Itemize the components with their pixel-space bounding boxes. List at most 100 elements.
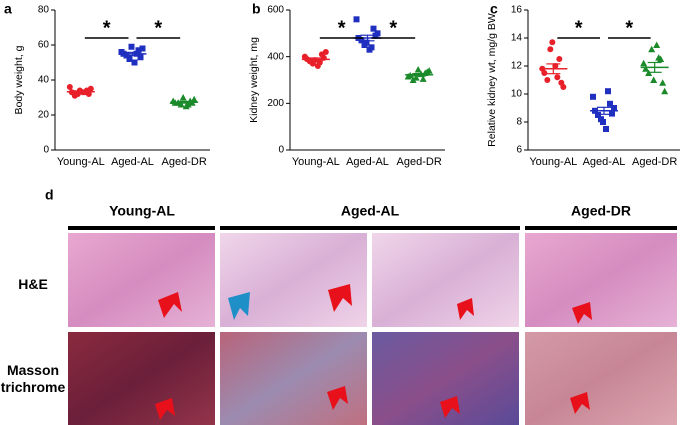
y-tick-label: 80 [38,5,50,16]
point [556,56,563,62]
point [368,44,375,51]
point [650,76,658,83]
y-tick-label: 6 [516,145,522,156]
point [640,59,648,67]
y-tick-label: 400 [267,51,284,62]
series [640,41,669,95]
y-axis-label: Kidney weight, mg [248,37,260,123]
micrograph [525,233,677,327]
point [66,84,73,90]
point [607,100,613,107]
point [137,54,144,61]
column-header: Young-AL [109,203,175,219]
histology [68,226,677,425]
x-tick-label: Aged-DR [632,156,677,168]
point [547,46,554,53]
y-tick-label: 8 [516,117,522,128]
series [301,49,330,69]
y-tick-label: 60 [38,40,50,51]
y-tick-label: 16 [511,5,523,16]
point [353,16,360,23]
arrow [228,292,250,320]
point [603,126,609,132]
series [590,88,618,132]
point [554,74,561,81]
x-tick-label: Aged-AL [583,156,626,168]
point [419,75,427,82]
point [655,54,663,61]
y-tick-label: 200 [267,98,284,109]
significance-label: * [625,17,633,39]
y-tick-label: 40 [38,75,50,86]
point [363,39,370,46]
point [661,87,669,95]
significance-label: * [338,17,346,39]
x-tick-label: Young-AL [529,156,577,168]
row-label: H&E [18,276,48,292]
significance-label: * [575,17,583,39]
header-bar [220,226,520,230]
point [642,65,650,72]
panel-label: b [252,1,261,17]
series [169,94,199,110]
micrograph [525,332,677,425]
column-header: Aged-AL [341,203,400,219]
y-tick-label: 20 [38,110,50,121]
point [87,85,94,92]
y-axis-label: Relative kidney wt, mg/g BW [486,13,498,147]
header-bar [68,226,215,230]
point [659,79,667,86]
point [131,59,138,66]
micrograph [372,233,519,327]
micrograph [220,332,367,425]
point [322,49,329,55]
x-tick-label: Aged-DR [162,156,207,168]
point [301,53,308,60]
y-tick-label: 12 [511,61,523,72]
point [71,92,78,99]
point [653,41,661,48]
y-tick-label: 0 [278,145,284,156]
series [118,43,147,66]
point [414,66,422,73]
point [118,49,125,55]
arrows [155,284,592,420]
series [539,39,568,90]
series [66,84,95,99]
point [549,39,556,46]
point [409,76,417,83]
significance-label: * [103,17,111,39]
column-header: Aged-DR [571,203,631,219]
panel-label: a [4,1,12,17]
x-tick-label: Young-AL [292,156,340,168]
micrograph [68,332,215,425]
point [544,77,551,83]
point [372,32,379,39]
x-tick-label: Aged-AL [346,156,389,168]
micrograph [220,233,367,327]
significance-label: * [389,17,397,39]
point [370,25,377,32]
x-tick-label: Aged-AL [111,156,154,168]
point [184,101,192,108]
series [404,66,434,83]
panel-label: d [45,187,54,203]
point [558,79,565,86]
point [126,56,133,62]
y-tick-label: 0 [43,145,49,156]
point [590,93,596,100]
point [139,45,146,52]
panel-label: c [490,1,498,17]
point [135,47,142,54]
point [605,88,611,95]
header-bar [525,226,677,230]
row-label: Masson trichrome [0,362,66,395]
point [179,94,187,101]
x-tick-label: Young-AL [57,156,105,168]
y-tick-label: 600 [267,5,284,16]
series [353,16,382,53]
point [128,43,135,50]
micrograph [68,233,215,327]
